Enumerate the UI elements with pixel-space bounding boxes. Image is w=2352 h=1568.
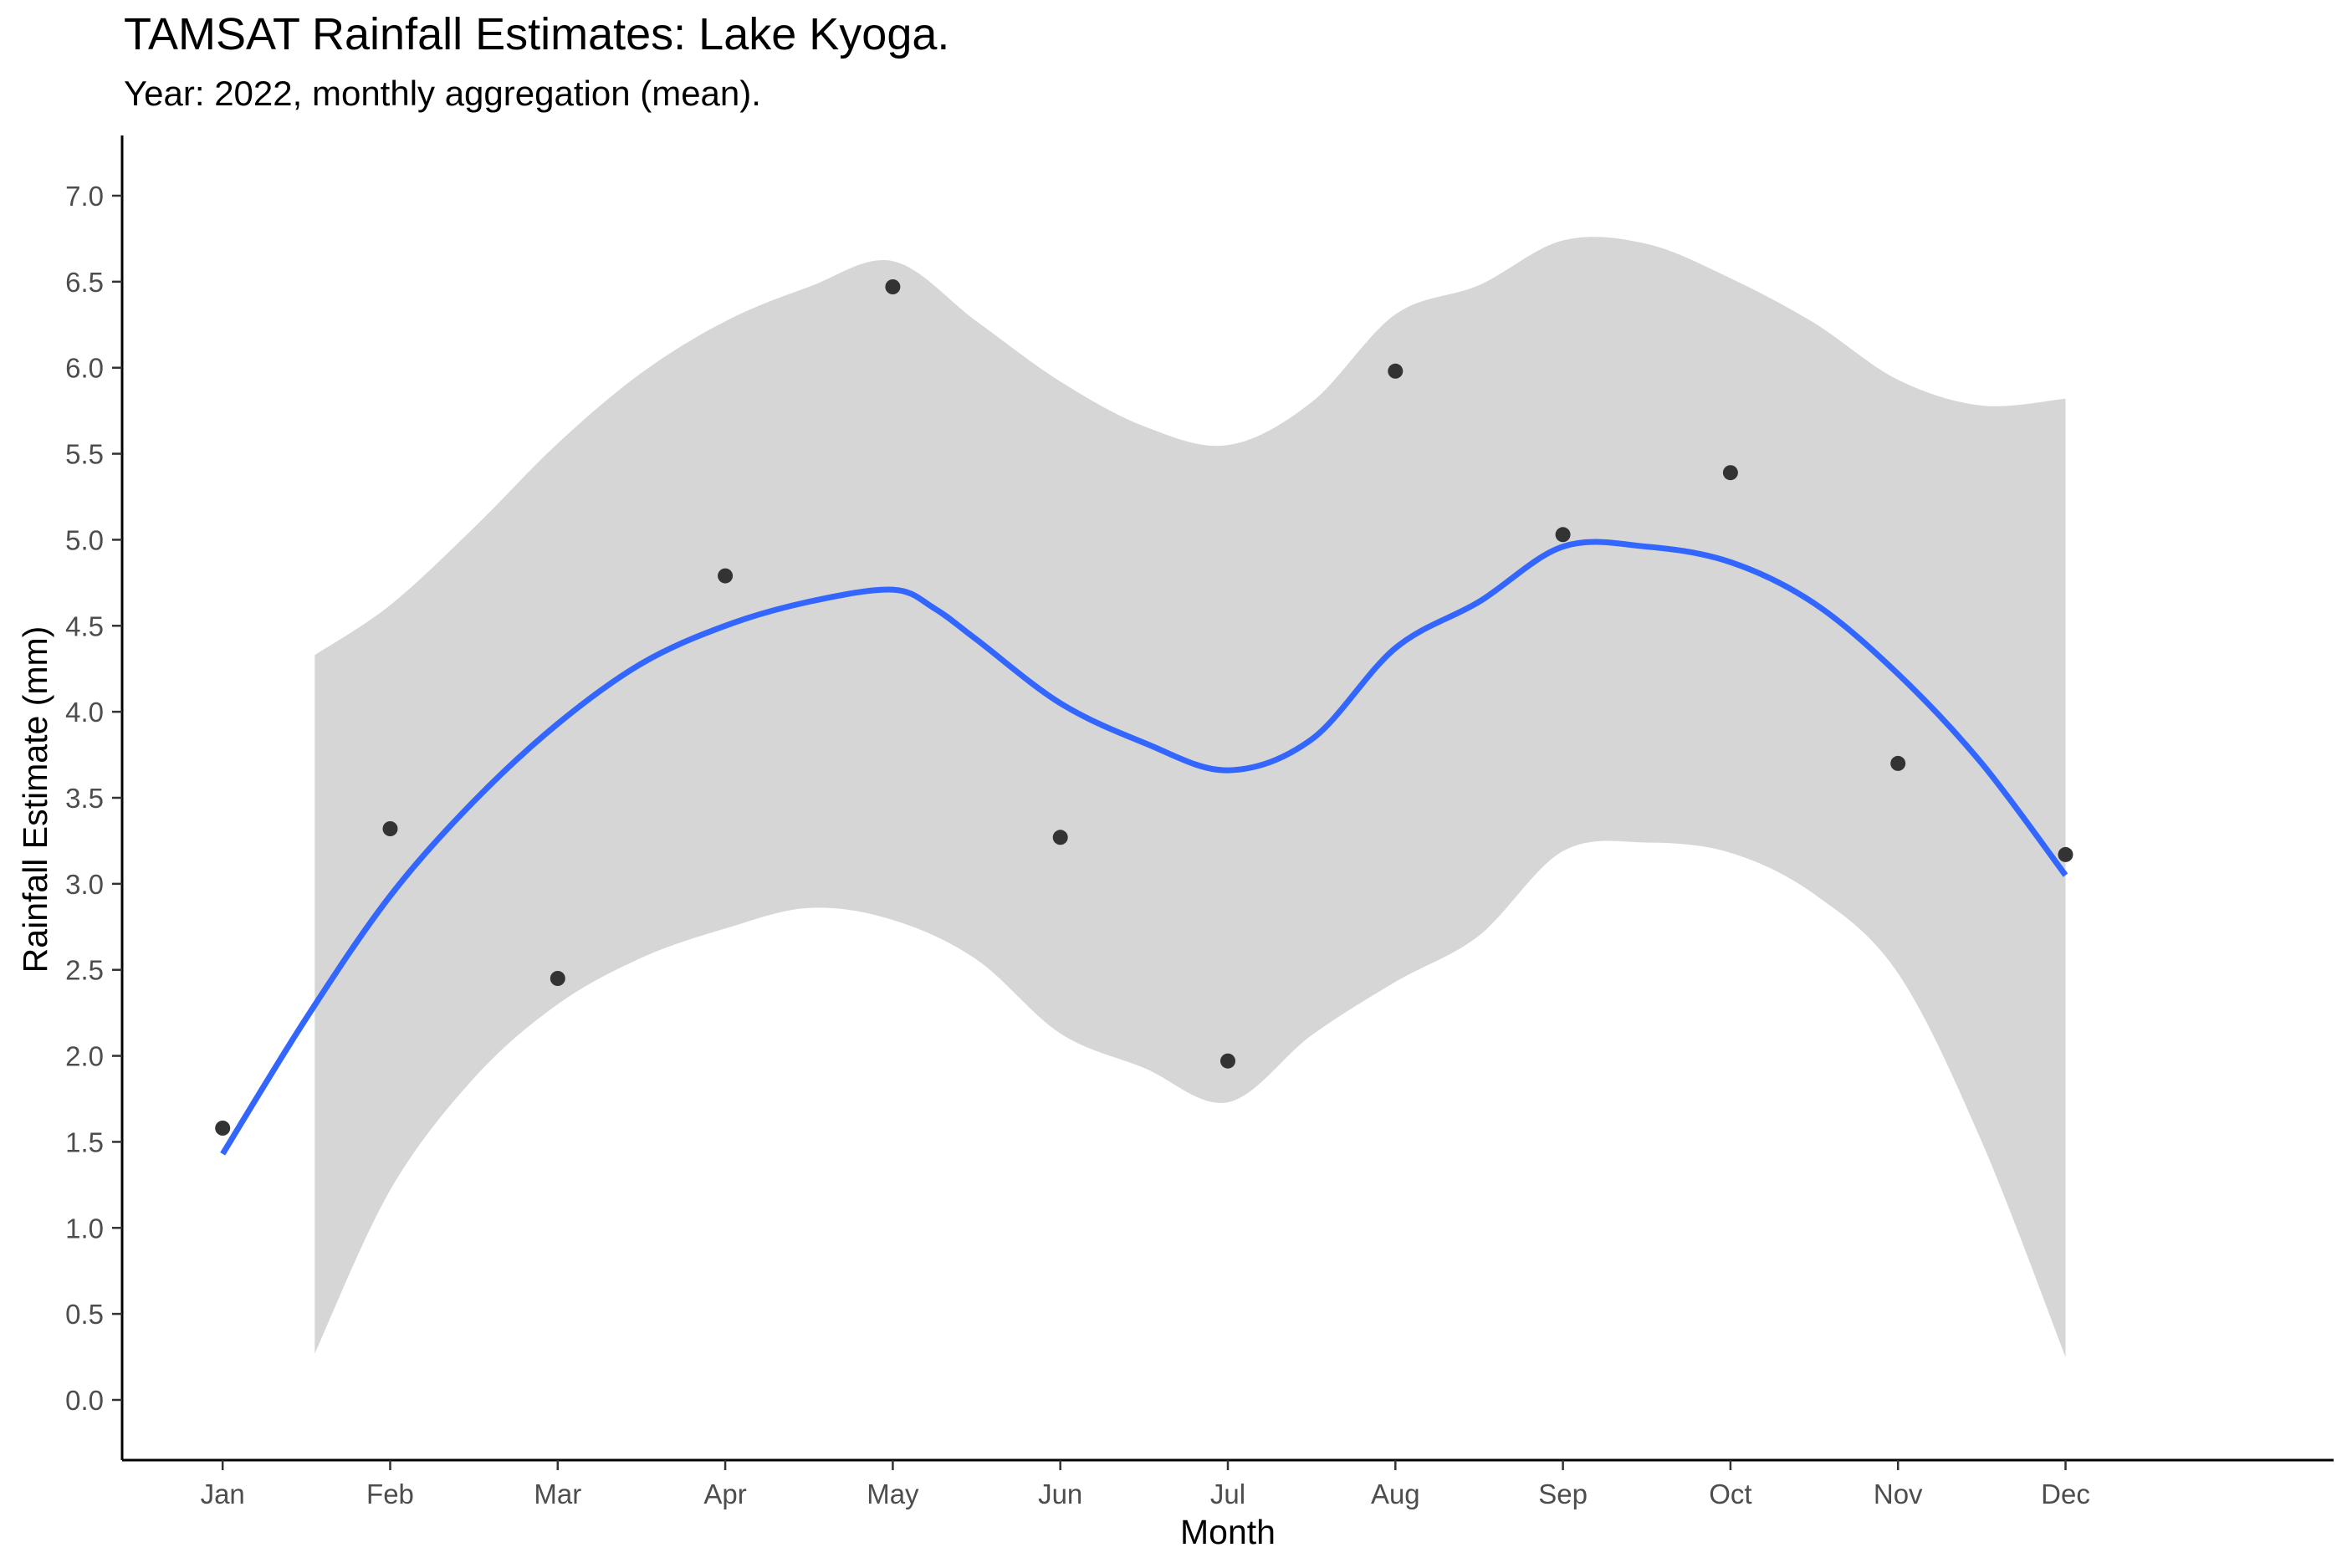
y-tick-label: 0.0 [65, 1385, 104, 1416]
y-tick-label: 5.5 [65, 439, 104, 470]
y-tick-label: 1.0 [65, 1213, 104, 1244]
data-point-jul [1220, 1053, 1235, 1069]
x-tick-label-apr: Apr [703, 1479, 746, 1509]
data-point-dec [2058, 846, 2073, 862]
y-tick-label: 2.5 [65, 955, 104, 986]
x-tick-label-jul: Jul [1210, 1479, 1245, 1509]
y-tick-label: 4.0 [65, 697, 104, 728]
data-point-mar [550, 971, 565, 986]
chart-subtitle: Year: 2022, monthly aggregation (mean). [124, 74, 761, 113]
data-point-aug [1388, 363, 1404, 379]
data-point-feb [382, 821, 398, 836]
x-tick-label-mar: Mar [534, 1479, 581, 1509]
x-tick-label-nov: Nov [1874, 1479, 1923, 1509]
x-tick-label-aug: Aug [1371, 1479, 1420, 1509]
y-tick-label: 3.5 [65, 783, 104, 814]
smooth-trend-line [220, 539, 2068, 1156]
y-tick-label: 6.0 [65, 353, 104, 384]
data-point-oct [1722, 465, 1738, 481]
x-tick-label-sep: Sep [1538, 1479, 1588, 1509]
y-tick-label: 4.5 [65, 610, 104, 641]
confidence-band [314, 237, 2066, 1357]
chart-title: TAMSAT Rainfall Estimates: Lake Kyoga. [124, 9, 950, 59]
x-tick-label-feb: Feb [366, 1479, 414, 1509]
data-point-may [885, 279, 901, 294]
x-tick-label-may: May [867, 1479, 919, 1509]
data-point-nov [1890, 755, 1906, 771]
y-axis-title: Rainfall Estimate (mm) [16, 626, 54, 973]
y-tick-label: 3.0 [65, 869, 104, 900]
y-tick-label: 2.0 [65, 1041, 104, 1072]
y-tick-label: 1.5 [65, 1126, 104, 1157]
data-point-jan [215, 1121, 231, 1136]
data-point-apr [718, 568, 734, 584]
data-points-layer [215, 279, 2073, 1136]
x-axis-title: Month [1180, 1513, 1276, 1551]
axes-layer: 0.0 0.5 1.0 1.5 2.0 2.5 3.0 3.5 4.0 4.5 5.0 5.5 6.0 6… [65, 135, 2334, 1509]
y-tick-label: 0.5 [65, 1299, 104, 1330]
data-point-jun [1052, 830, 1068, 845]
confidence-band-layer [314, 237, 2066, 1357]
data-point-sep [1555, 527, 1571, 543]
x-tick-label-jan: Jan [201, 1479, 245, 1509]
smooth-line-layer [220, 539, 2068, 1156]
x-tick-label-oct: Oct [1709, 1479, 1751, 1509]
x-tick-label-jun: Jun [1038, 1479, 1082, 1509]
y-tick-label: 6.5 [65, 267, 104, 298]
x-tick-label-dec: Dec [2041, 1479, 2090, 1509]
y-tick-label: 7.0 [65, 181, 104, 212]
y-tick-label: 5.0 [65, 524, 104, 555]
